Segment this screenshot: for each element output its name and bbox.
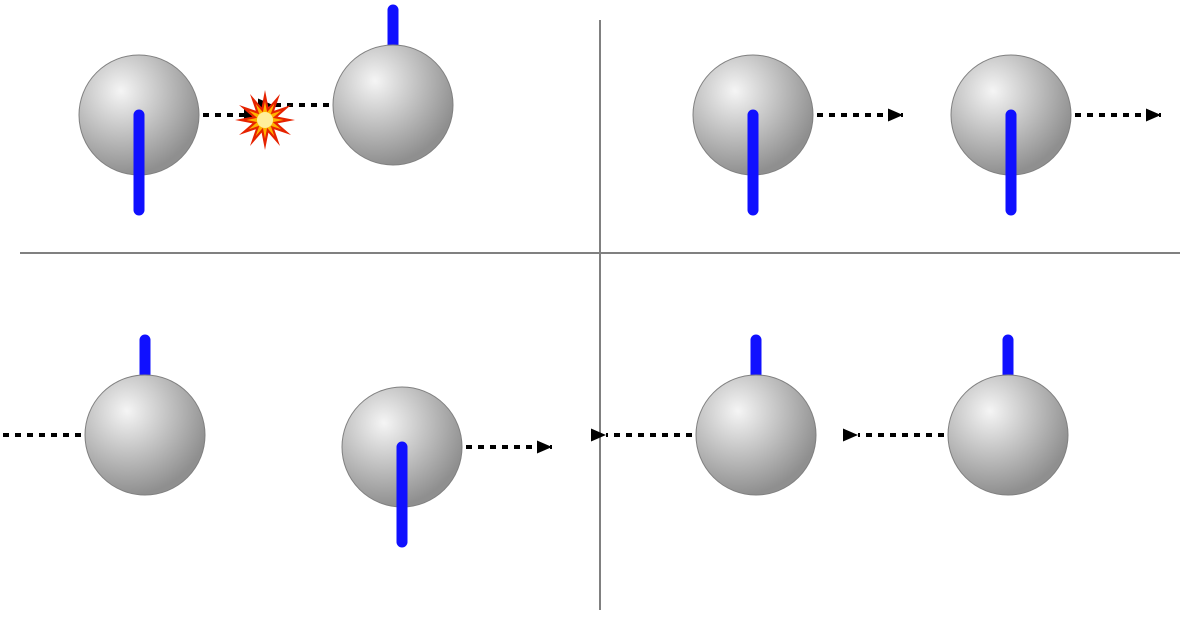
- sphere: [333, 45, 453, 165]
- collision-diagram: [0, 0, 1200, 630]
- explosion-core: [257, 112, 273, 128]
- sphere: [948, 375, 1068, 495]
- sphere: [696, 375, 816, 495]
- sphere: [85, 375, 205, 495]
